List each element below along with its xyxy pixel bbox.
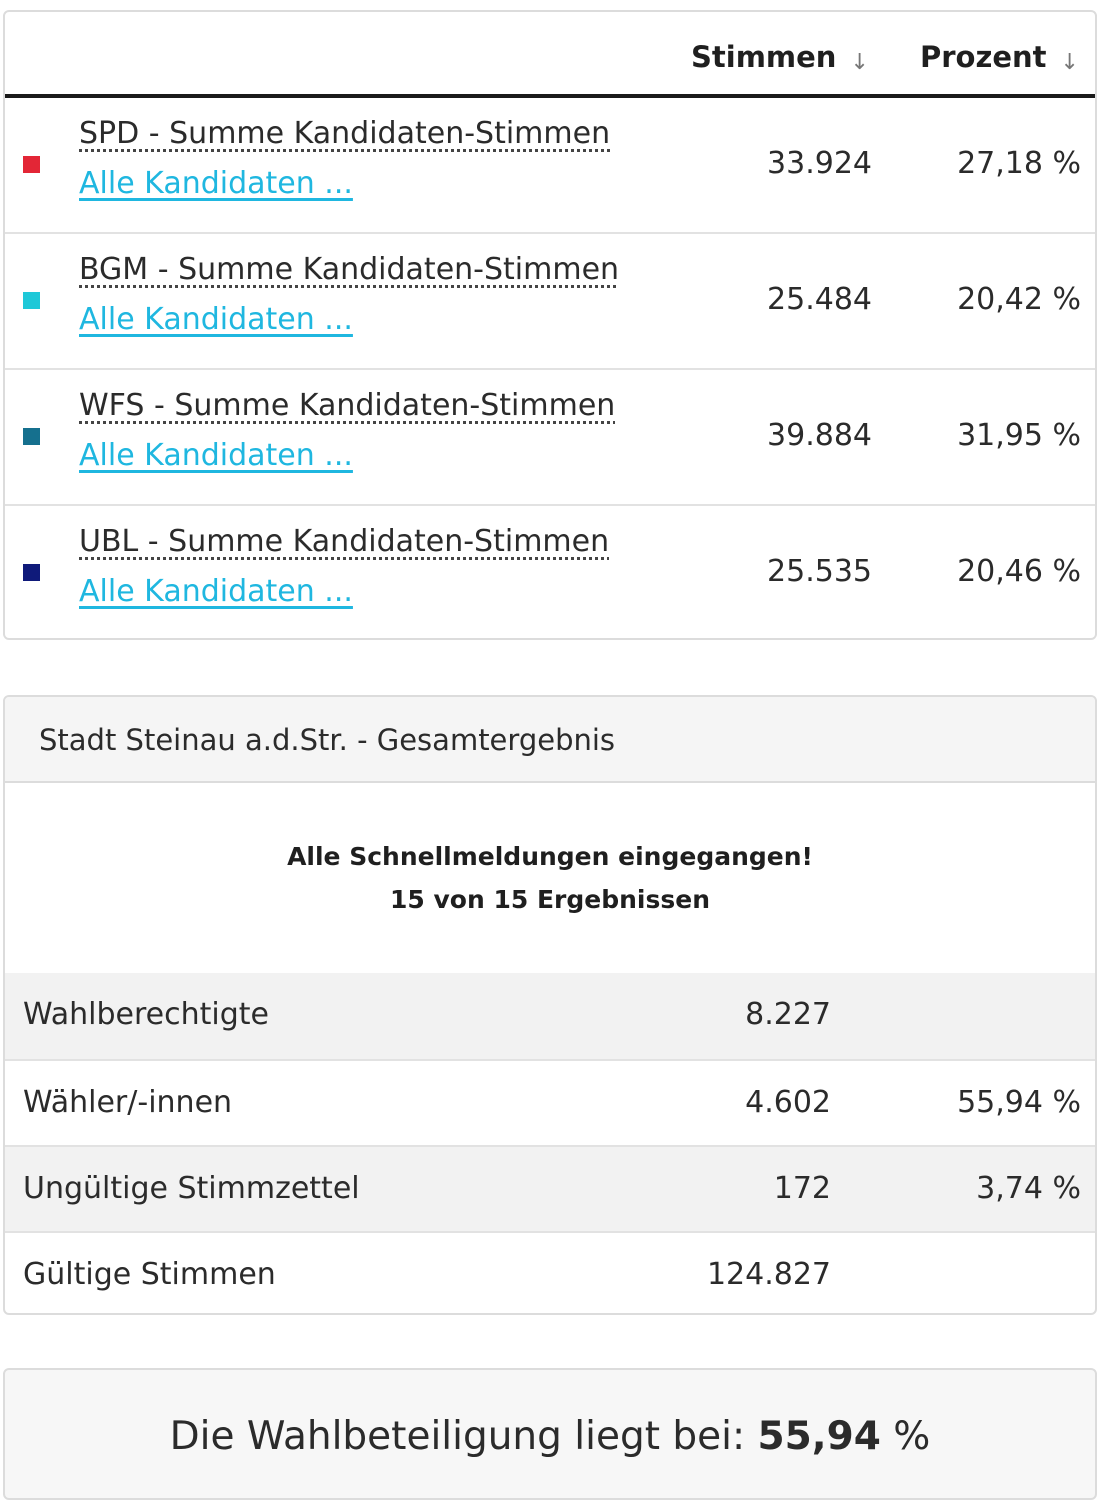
summary-card-header: Stadt Steinau a.d.Str. - Gesamtergebnis	[5, 697, 1095, 783]
turnout-text: Die Wahlbeteiligung liegt bei: 55,94 %	[170, 1414, 931, 1459]
sort-arrow-down-icon: ↓	[1060, 50, 1079, 75]
party-results-table: Stimmen ↓ Prozent ↓ SPD - Summe Kandidaten…	[3, 10, 1097, 640]
party-percent: 20,42 %	[957, 282, 1081, 317]
party-name[interactable]: WFS - Summe Kandidaten-Stimmen	[79, 388, 616, 423]
reporting-status-count: 15 von 15 Ergebnissen	[390, 885, 710, 914]
column-header-prozent-label: Prozent	[920, 40, 1047, 74]
all-candidates-link[interactable]: Alle Kandidaten ...	[79, 166, 353, 201]
stat-percent: 3,74 %	[976, 1171, 1081, 1206]
summary-title: Stadt Steinau a.d.Str. - Gesamtergebnis	[39, 723, 616, 757]
stat-row-ungueltige-stimmzettel: Ungültige Stimmzettel 172 3,74 %	[5, 1145, 1095, 1231]
all-candidates-link[interactable]: Alle Kandidaten ...	[79, 574, 353, 609]
party-row-spd: SPD - Summe Kandidaten-Stimmen Alle Kand…	[5, 98, 1095, 234]
stat-row-waehler: Wähler/-innen 4.602 55,94 %	[5, 1059, 1095, 1145]
stat-label: Ungültige Stimmzettel	[23, 1171, 360, 1206]
party-name[interactable]: BGM - Summe Kandidaten-Stimmen	[79, 252, 620, 287]
turnout-value: 55,94	[757, 1414, 881, 1459]
stat-value: 8.227	[745, 997, 831, 1032]
party-color-swatch	[23, 292, 40, 309]
party-name[interactable]: SPD - Summe Kandidaten-Stimmen	[79, 116, 611, 151]
stat-percent: 55,94 %	[957, 1085, 1081, 1120]
party-votes: 25.535	[767, 554, 872, 589]
turnout-suffix: %	[880, 1414, 931, 1459]
all-candidates-link[interactable]: Alle Kandidaten ...	[79, 302, 353, 337]
stat-label: Wähler/-innen	[23, 1085, 233, 1120]
party-percent: 20,46 %	[957, 554, 1081, 589]
all-candidates-link[interactable]: Alle Kandidaten ...	[79, 438, 353, 473]
column-header-stimmen[interactable]: Stimmen ↓	[691, 40, 869, 75]
stat-label: Wahlberechtigte	[23, 997, 269, 1032]
results-table-header: Stimmen ↓ Prozent ↓	[5, 12, 1095, 98]
column-header-stimmen-label: Stimmen	[691, 40, 837, 74]
party-percent: 31,95 %	[957, 418, 1081, 453]
stat-row-gueltige-stimmen: Gültige Stimmen 124.827	[5, 1231, 1095, 1313]
column-header-prozent[interactable]: Prozent ↓	[920, 40, 1079, 75]
party-name[interactable]: UBL - Summe Kandidaten-Stimmen	[79, 524, 610, 559]
stat-value: 4.602	[745, 1085, 831, 1120]
summary-card: Stadt Steinau a.d.Str. - Gesamtergebnis …	[3, 695, 1097, 1315]
party-row-bgm: BGM - Summe Kandidaten-Stimmen Alle Kand…	[5, 234, 1095, 370]
party-row-ubl: UBL - Summe Kandidaten-Stimmen Alle Kand…	[5, 506, 1095, 638]
party-color-swatch	[23, 156, 40, 173]
stat-label: Gültige Stimmen	[23, 1257, 276, 1292]
party-color-swatch	[23, 428, 40, 445]
turnout-prefix: Die Wahlbeteiligung liegt bei:	[169, 1414, 758, 1459]
party-votes: 39.884	[767, 418, 872, 453]
party-row-wfs: WFS - Summe Kandidaten-Stimmen Alle Kand…	[5, 370, 1095, 506]
sort-arrow-down-icon: ↓	[850, 50, 869, 75]
stat-value: 124.827	[706, 1257, 831, 1292]
stat-row-wahlberechtigte: Wahlberechtigte 8.227	[5, 973, 1095, 1059]
party-votes: 25.484	[767, 282, 872, 317]
stat-value: 172	[773, 1171, 831, 1206]
party-percent: 27,18 %	[957, 146, 1081, 181]
party-votes: 33.924	[767, 146, 872, 181]
reporting-status-message: Alle Schnellmeldungen eingegangen!	[287, 842, 813, 871]
party-color-swatch	[23, 564, 40, 581]
turnout-box: Die Wahlbeteiligung liegt bei: 55,94 %	[3, 1368, 1097, 1500]
reporting-status: Alle Schnellmeldungen eingegangen! 15 vo…	[5, 783, 1095, 973]
